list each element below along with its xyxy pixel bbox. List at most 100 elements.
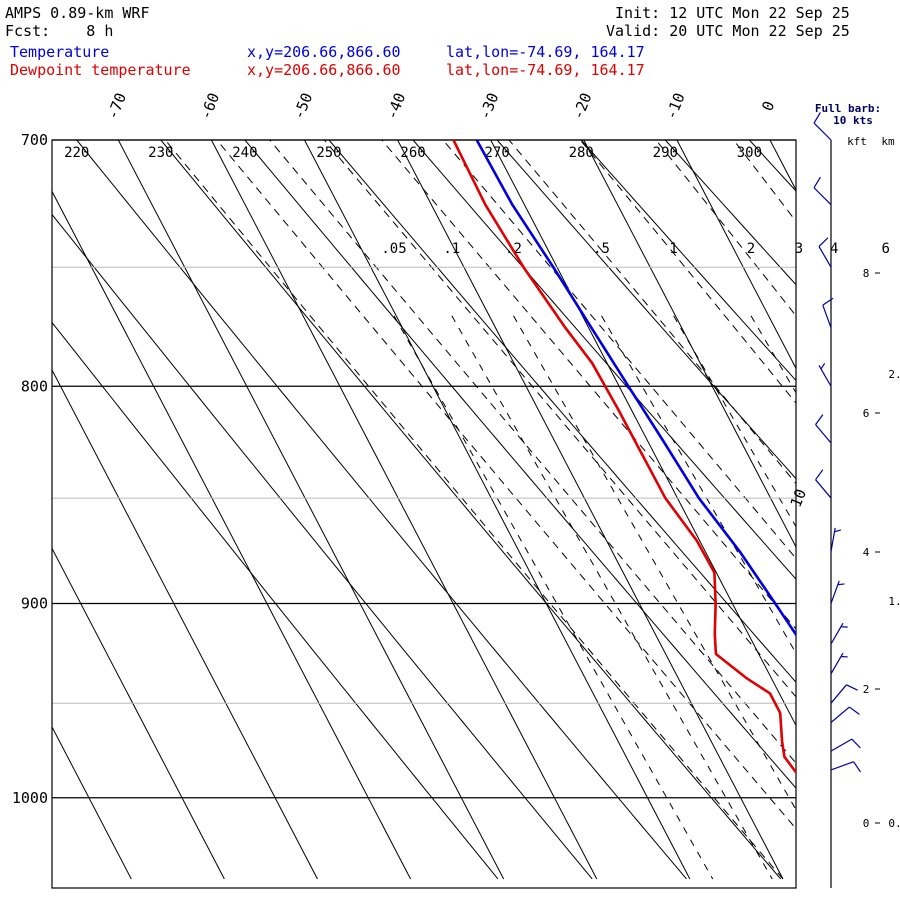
wind-barb bbox=[830, 527, 842, 552]
wind-barb-flag bbox=[851, 738, 861, 749]
kft-label: kft bbox=[847, 135, 867, 148]
legend-dewpoint-latlon: lat,lon=-74.69, 164.17 bbox=[446, 61, 645, 79]
legend-temperature-latlon: lat,lon=-74.69, 164.17 bbox=[446, 43, 645, 61]
mixing-ratio-label: .1 bbox=[443, 241, 460, 257]
isotherm-line bbox=[490, 140, 796, 727]
isotherm-line bbox=[0, 140, 38, 879]
wind-barb-flag bbox=[853, 761, 861, 773]
pressure-tick-label: 900 bbox=[21, 594, 48, 612]
forecast-hour: Fcst: 8 h bbox=[5, 22, 113, 40]
moist-adiabat-line bbox=[164, 140, 784, 880]
isotherm-label: -20 bbox=[569, 90, 596, 122]
init-label: Init: bbox=[615, 4, 661, 22]
init-value: 12 UTC Mon 22 Sep 25 bbox=[669, 4, 850, 22]
valid-time: Valid: 20 UTC Mon 22 Sep 25 bbox=[606, 22, 850, 40]
wind-barb-flag bbox=[813, 176, 821, 189]
model-title: AMPS 0.89-km WRF bbox=[5, 4, 150, 22]
wind-barb-flag bbox=[815, 414, 824, 425]
moist-adiabat-line bbox=[216, 140, 796, 830]
isotherm-line bbox=[52, 368, 318, 880]
isotherm-line bbox=[52, 547, 225, 880]
isotherm-label: -30 bbox=[476, 90, 503, 122]
wind-barb bbox=[818, 237, 832, 268]
mixing-ratio-label: 3 bbox=[795, 241, 803, 257]
kft-tick-label: 8 bbox=[863, 267, 870, 280]
kft-tick-label: 4 bbox=[863, 546, 870, 559]
mixing-ratio-label: .05 bbox=[381, 241, 406, 257]
wind-barb bbox=[822, 297, 834, 328]
dry-adiabat-label: 240 bbox=[232, 145, 257, 161]
km-tick-label: 0. bbox=[888, 817, 900, 830]
dry-adiabat-label: 220 bbox=[64, 145, 89, 161]
mixing-ratio-label: .5 bbox=[593, 241, 610, 257]
pressure-grid bbox=[52, 139, 796, 799]
valid-value: 20 UTC Mon 22 Sep 25 bbox=[669, 22, 850, 40]
wind-barb-flag bbox=[846, 684, 858, 691]
wind-barb bbox=[818, 363, 832, 387]
wind-barb-flag bbox=[834, 529, 842, 533]
wind-barb-flag bbox=[813, 112, 821, 124]
kft-tick-label: 2 bbox=[863, 683, 870, 696]
dry-adiabat-label: 260 bbox=[400, 145, 425, 161]
wind-barb bbox=[830, 580, 845, 604]
kft-tick-label: 0 bbox=[863, 817, 870, 830]
legend-temperature-xy: x,y=206.66,866.60 bbox=[247, 43, 401, 61]
wind-barb bbox=[815, 469, 832, 499]
wind-barb-staff bbox=[818, 246, 832, 268]
dry-adiabat-line bbox=[580, 140, 796, 382]
wind-barb bbox=[830, 684, 858, 704]
dry-adiabat-label: 290 bbox=[653, 145, 678, 161]
wind-barb-flag bbox=[849, 706, 860, 715]
dry-adiabat-line bbox=[412, 140, 796, 580]
isotherm-line bbox=[397, 140, 784, 880]
isotherm-line bbox=[52, 725, 132, 880]
wind-barb-flag bbox=[820, 363, 826, 370]
sounding-series bbox=[452, 140, 796, 775]
init-time: Init: 12 UTC Mon 22 Sep 25 bbox=[615, 4, 850, 22]
dry-adiabat-line bbox=[244, 140, 796, 789]
dry-adiabat-line bbox=[160, 140, 782, 880]
pressure-tick-label: 700 bbox=[21, 131, 48, 149]
isotherm-line bbox=[210, 140, 598, 880]
mixing-ratio-line bbox=[513, 315, 796, 811]
kft-tick-label: 6 bbox=[863, 407, 870, 420]
isotherm-label: 10 bbox=[787, 486, 810, 509]
wind-barb-staff bbox=[830, 761, 854, 771]
wind-barb bbox=[813, 176, 832, 206]
dry-adiabat-line bbox=[664, 140, 796, 286]
wind-barb-staff bbox=[813, 187, 832, 206]
axis-labels: 700 800 900 1000 -70 -60 -50 -40 -30 -20 -10 0 10 220… bbox=[12, 90, 890, 807]
pressure-tick-label: 1000 bbox=[12, 789, 48, 807]
isotherm-label: -50 bbox=[289, 90, 316, 122]
background-lines bbox=[0, 140, 900, 880]
dry-adiabat-line bbox=[328, 140, 796, 684]
wind-barb-staff bbox=[830, 706, 850, 723]
wind-barb bbox=[830, 738, 861, 752]
km-tick-label: 2. bbox=[888, 368, 900, 381]
valid-label: Valid: bbox=[606, 22, 661, 40]
wind-barb bbox=[830, 652, 848, 675]
wind-barb bbox=[830, 622, 848, 645]
fcst-value: 8 h bbox=[86, 22, 114, 40]
moist-adiabat-line bbox=[269, 140, 796, 764]
dry-adiabat-label: 270 bbox=[484, 145, 509, 161]
mixing-ratio-label: 6 bbox=[881, 241, 889, 257]
dry-adiabat-line bbox=[52, 321, 499, 880]
dry-adiabat-label: 230 bbox=[148, 145, 173, 161]
mixing-ratio-line bbox=[451, 315, 773, 880]
km-tick-label: 1. bbox=[888, 595, 900, 608]
wind-barb-flag bbox=[822, 297, 834, 306]
dry-adiabat-line bbox=[76, 140, 687, 880]
isotherm-line bbox=[676, 140, 796, 370]
mixing-ratio-line bbox=[750, 315, 796, 394]
barb-legend-line1: Full barb: bbox=[815, 102, 881, 115]
moist-adiabat-line bbox=[655, 140, 796, 317]
temperature-line bbox=[475, 140, 796, 637]
wind-barb-staff bbox=[830, 684, 847, 704]
moist-adiabat-line bbox=[381, 140, 796, 630]
mixing-ratio-label: 2 bbox=[747, 241, 755, 257]
isotherm-label: 0 bbox=[758, 99, 778, 114]
mixing-ratio-line bbox=[799, 316, 900, 879]
isotherm-line bbox=[117, 140, 505, 880]
